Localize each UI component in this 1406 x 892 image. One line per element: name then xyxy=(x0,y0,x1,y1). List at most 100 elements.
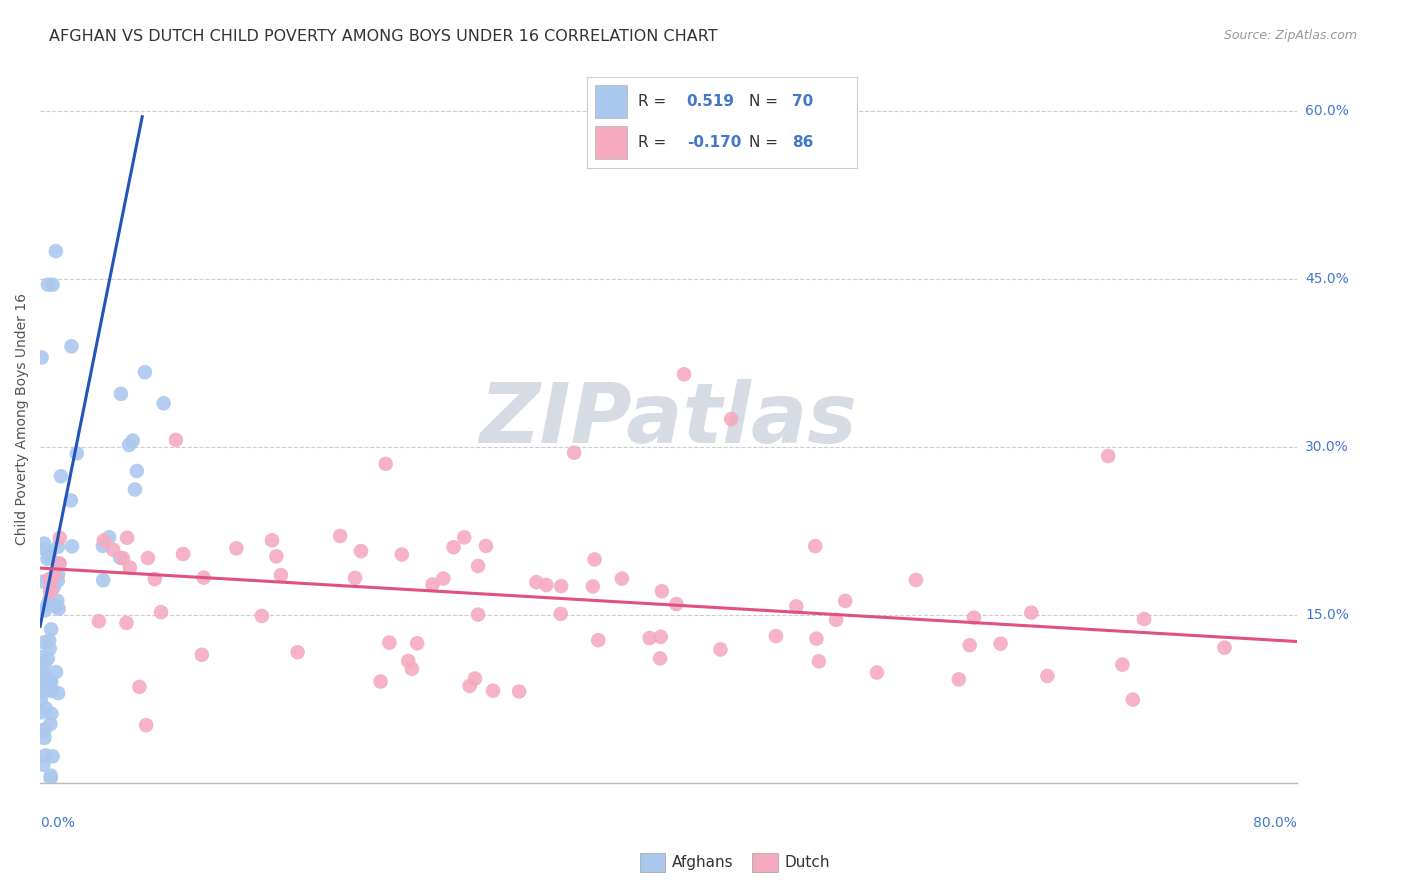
Point xyxy=(39,769,62,783)
Point xyxy=(98,530,121,544)
Point xyxy=(475,539,498,553)
Point xyxy=(48,557,70,571)
Point xyxy=(41,574,63,588)
Point xyxy=(270,568,292,582)
Point xyxy=(39,623,62,637)
Point xyxy=(46,594,69,608)
Point xyxy=(66,446,89,460)
Point xyxy=(37,651,59,665)
Point xyxy=(31,723,53,738)
Point xyxy=(37,277,59,292)
Point xyxy=(39,717,62,731)
Point xyxy=(124,483,146,497)
Point xyxy=(111,551,134,566)
Point xyxy=(287,645,309,659)
Point xyxy=(378,635,401,649)
Point xyxy=(904,573,927,587)
Point xyxy=(30,706,52,720)
Point xyxy=(948,673,970,687)
Point xyxy=(1213,640,1236,655)
Point xyxy=(48,602,70,616)
Text: Dutch: Dutch xyxy=(785,855,830,870)
Point xyxy=(108,550,131,565)
Point xyxy=(582,580,605,594)
Point xyxy=(30,650,52,665)
Point xyxy=(31,678,53,692)
Point xyxy=(32,536,55,550)
Point xyxy=(250,608,273,623)
Point xyxy=(152,396,174,410)
Point xyxy=(30,693,52,707)
Point xyxy=(39,772,62,786)
Point xyxy=(37,597,59,611)
Point xyxy=(60,539,83,553)
Point xyxy=(785,599,807,614)
Point xyxy=(38,641,60,656)
Point xyxy=(46,540,69,554)
Point xyxy=(39,675,62,690)
Point xyxy=(45,599,67,613)
Point xyxy=(135,718,157,732)
Point xyxy=(46,686,69,700)
Point xyxy=(35,670,58,684)
Point xyxy=(45,244,67,259)
Point xyxy=(467,607,489,622)
Point xyxy=(550,607,572,621)
Point xyxy=(31,351,53,365)
Point xyxy=(91,574,114,588)
Point xyxy=(1122,692,1144,706)
Point xyxy=(32,635,55,649)
Point xyxy=(526,575,548,590)
Point xyxy=(467,559,489,574)
Point xyxy=(959,638,981,652)
Point xyxy=(150,605,173,619)
Point xyxy=(38,549,60,563)
Point xyxy=(191,648,214,662)
Point xyxy=(260,533,283,548)
Point xyxy=(41,749,63,764)
Point xyxy=(34,657,56,671)
Point xyxy=(32,684,55,698)
Point xyxy=(1097,449,1119,463)
Point xyxy=(610,572,633,586)
Point xyxy=(344,571,367,585)
Point xyxy=(38,572,60,586)
Point xyxy=(115,615,138,630)
Point xyxy=(432,572,454,586)
Text: 45.0%: 45.0% xyxy=(1305,272,1348,286)
Point xyxy=(458,679,481,693)
Point xyxy=(391,548,413,562)
Point xyxy=(1036,669,1059,683)
Text: 30.0%: 30.0% xyxy=(1305,440,1348,454)
Point xyxy=(34,748,56,763)
Point xyxy=(32,574,55,589)
Point xyxy=(651,584,673,599)
Text: 80.0%: 80.0% xyxy=(1253,816,1296,830)
Point xyxy=(41,277,63,292)
Point xyxy=(118,438,141,452)
Point xyxy=(38,549,60,564)
Point xyxy=(834,594,856,608)
Point xyxy=(709,642,731,657)
Point xyxy=(1019,606,1042,620)
Point xyxy=(35,701,58,715)
Point xyxy=(806,632,828,646)
Point xyxy=(39,584,62,599)
Point xyxy=(673,368,696,382)
Point xyxy=(665,597,688,611)
Point xyxy=(34,673,56,687)
Point xyxy=(134,365,156,379)
Text: AFGHAN VS DUTCH CHILD POVERTY AMONG BOYS UNDER 16 CORRELATION CHART: AFGHAN VS DUTCH CHILD POVERTY AMONG BOYS… xyxy=(49,29,718,44)
Point xyxy=(121,434,143,448)
Point xyxy=(588,633,610,648)
Point xyxy=(32,757,55,772)
Text: 60.0%: 60.0% xyxy=(1305,104,1348,118)
Point xyxy=(350,544,373,558)
Point xyxy=(1111,657,1133,672)
Point xyxy=(370,674,392,689)
Point xyxy=(406,636,429,650)
Point xyxy=(508,684,530,698)
Point xyxy=(225,541,247,556)
Y-axis label: Child Poverty Among Boys Under 16: Child Poverty Among Boys Under 16 xyxy=(15,293,30,545)
Point xyxy=(550,579,572,593)
